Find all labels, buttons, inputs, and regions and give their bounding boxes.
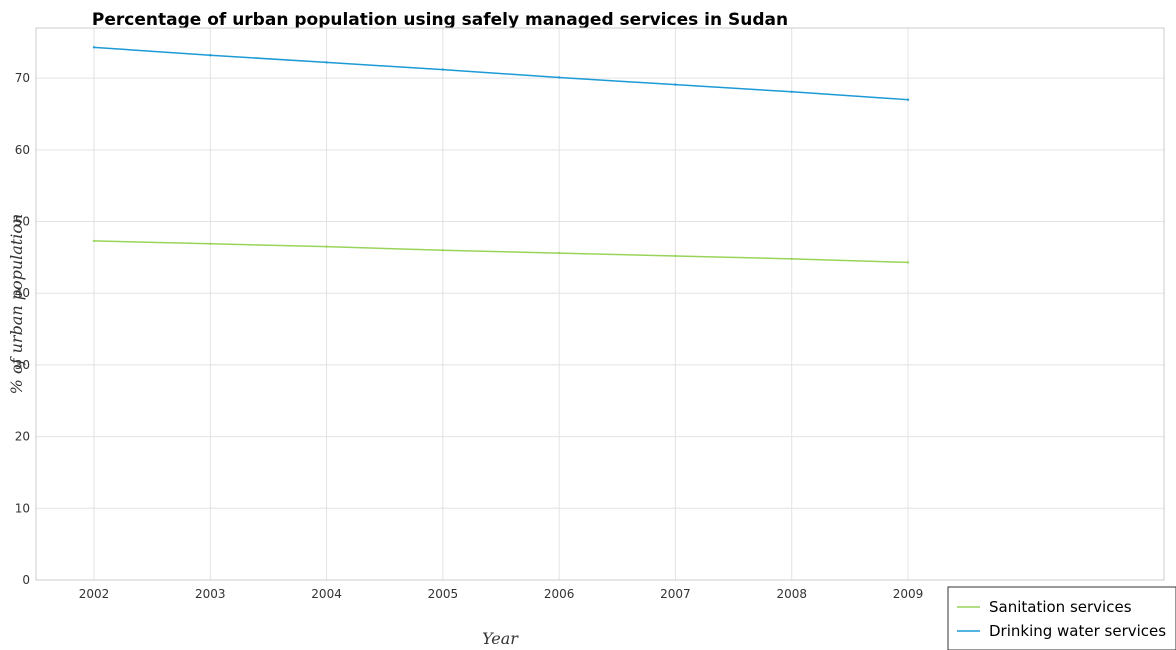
legend-label-sanitation: Sanitation services: [989, 598, 1132, 616]
x-tick-label: 2009: [893, 587, 924, 601]
y-tick-label: 20: [15, 430, 30, 444]
x-tick-label: 2005: [428, 587, 459, 601]
y-tick-label: 30: [15, 358, 30, 372]
data-point: [557, 251, 561, 255]
data-point: [92, 239, 96, 243]
y-tick-label: 10: [15, 501, 30, 515]
data-point: [674, 83, 677, 86]
y-tick-label: 70: [15, 71, 30, 85]
data-point: [906, 261, 910, 264]
series-line-drinking-water: [93, 46, 909, 101]
data-point: [674, 254, 677, 258]
x-tick-label: 2004: [311, 587, 342, 601]
data-point: [209, 54, 212, 57]
series-line-sanitation: [93, 240, 909, 264]
x-tick-label: 2002: [79, 587, 110, 601]
data-point: [325, 245, 328, 248]
data-point: [790, 257, 793, 261]
data-point: [441, 68, 445, 71]
x-tick-label: 2007: [660, 587, 691, 601]
data-point: [557, 76, 561, 79]
legend: Sanitation services Drinking water servi…: [947, 586, 1176, 650]
y-axis-ticks: 0 10 20 30 40 50 60 70: [15, 71, 30, 587]
x-tick-label: 2006: [544, 587, 575, 601]
chart-title: Percentage of urban population using saf…: [92, 10, 788, 30]
y-tick-label: 40: [15, 286, 30, 300]
legend-label-drinking-water: Drinking water services: [989, 622, 1166, 640]
x-tick-label: 2008: [776, 587, 807, 601]
data-point: [209, 242, 212, 245]
y-tick-label: 0: [22, 573, 30, 587]
series-lines: [92, 46, 910, 264]
legend-box: [947, 586, 1176, 650]
data-point: [325, 61, 328, 64]
data-point: [906, 98, 910, 101]
x-axis-label: Year: [482, 629, 519, 648]
data-point: [92, 46, 96, 49]
grid: [36, 28, 1164, 581]
y-axis-label: % of urban population: [7, 214, 26, 395]
data-point: [790, 90, 793, 94]
plot-frame: [35, 27, 1165, 581]
y-tick-label: 60: [15, 143, 30, 157]
x-tick-label: 2003: [195, 587, 226, 601]
y-tick-label: 50: [15, 215, 30, 229]
data-point: [441, 249, 445, 252]
x-axis-ticks: 2002 2003 2004 2005 2006 2007 2008 2009: [79, 587, 924, 601]
